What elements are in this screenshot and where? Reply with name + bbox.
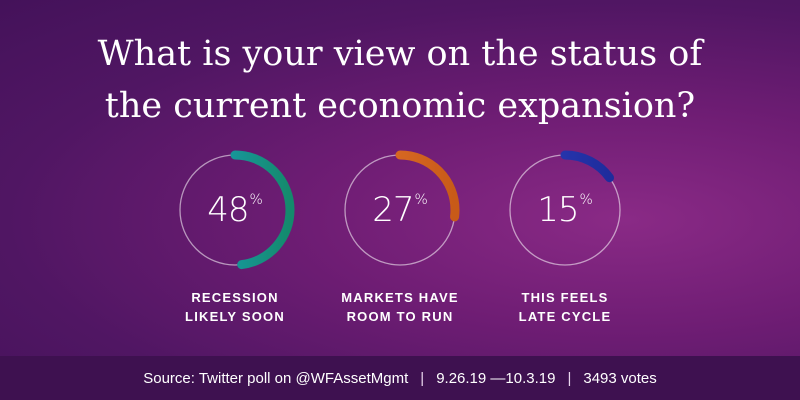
source-text: Source: Twitter poll on @WFAssetMgmt [143, 369, 409, 387]
gauge-value: 48% [175, 190, 295, 230]
gauge-label-line: LATE CYCLE [518, 309, 612, 324]
gauge-label: RECESSION LIKELY SOON [130, 288, 340, 326]
gauge-label-line: MARKETS HAVE [341, 290, 459, 305]
gauge-ring [175, 150, 295, 270]
poll-question-line-1: What is your view on the status of [97, 34, 703, 74]
separator: | [420, 369, 425, 387]
gauge-value: 15% [505, 190, 625, 230]
gauge-label-line: ROOM TO RUN [346, 309, 454, 324]
gauge-arc [340, 150, 460, 270]
gauge-arc [175, 150, 295, 270]
separator: | [567, 369, 572, 387]
gauge-value: 27% [340, 190, 460, 230]
poll-dates: 9.26.19 —10.3.19 [436, 369, 556, 387]
gauge-value-number: 15 [537, 190, 579, 230]
source-footer: Source: Twitter poll on @WFAssetMgmt | 9… [0, 356, 800, 400]
gauge-value-number: 27 [372, 190, 414, 230]
gauge-value-unit: % [414, 192, 428, 208]
poll-question-line-2: the current economic expansion? [104, 86, 696, 126]
gauge-label: MARKETS HAVE ROOM TO RUN [295, 288, 505, 326]
gauge-value-unit: % [579, 192, 593, 208]
gauge-ring [505, 150, 625, 270]
gauge-value-number: 48 [207, 190, 249, 230]
gauge-label-line: LIKELY SOON [185, 309, 285, 324]
gauge-label-line: THIS FEELS [521, 290, 609, 305]
vote-count: 3493 votes [583, 369, 657, 387]
gauge-label-line: RECESSION [191, 290, 279, 305]
gauge-ring [340, 150, 460, 270]
poll-question: What is your view on the status of the c… [0, 28, 800, 132]
gauge-arc [505, 150, 625, 270]
poll-results: 48% RECESSION LIKELY SOON 27% MARKETS HAVE RO… [0, 150, 800, 380]
gauge-label: THIS FEELS LATE CYCLE [460, 288, 670, 326]
gauge-value-unit: % [249, 192, 263, 208]
